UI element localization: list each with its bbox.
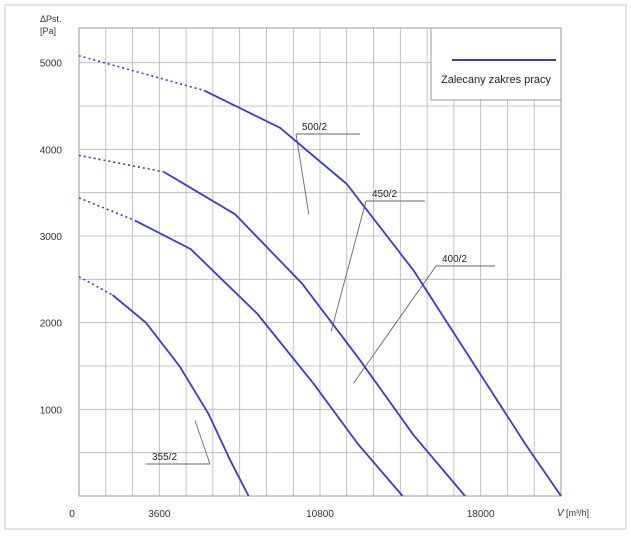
leader-line (194, 420, 211, 465)
x-tick-label: 10800 (306, 509, 334, 520)
series-lines (78, 54, 562, 497)
series-line-400-2 (134, 219, 404, 497)
y-axis-label: ΔPst. (40, 14, 62, 24)
grid (79, 28, 561, 496)
series-line-dashed-500-2 (78, 54, 205, 92)
series-line-500-2 (203, 89, 562, 497)
legend: Zalecany zakres pracy (430, 27, 562, 101)
leader-line (330, 200, 367, 332)
legend-label: Zalecany zakres pracy (441, 74, 552, 86)
leader-line (295, 133, 310, 215)
series-label: 500/2 (302, 122, 327, 133)
x-axis-unit: [m³/h] (566, 508, 589, 518)
y-tick-label: 2000 (40, 319, 63, 330)
series-line-450-2 (163, 171, 466, 497)
y-tick-label: 3000 (40, 232, 63, 243)
x-axis-label: V (557, 508, 565, 519)
series-label: 355/2 (152, 452, 177, 463)
x-tick-label: 3600 (148, 509, 171, 520)
y-tick-label: 1000 (40, 405, 63, 416)
tick-labels: 1000 2000 3000 4000 5000 0 3600 10800 18000 (40, 59, 495, 520)
legend-box (430, 27, 562, 101)
series-label: 400/2 (442, 254, 467, 265)
series-line-dashed-400-2 (78, 197, 136, 222)
series-label: 450/2 (372, 189, 397, 200)
y-tick-label: 4000 (40, 145, 63, 156)
series-line-355-2 (111, 294, 250, 497)
y-axis-unit: [Pa] (40, 26, 56, 36)
x-tick-label: 0 (69, 509, 75, 520)
x-tick-label: 18000 (467, 509, 495, 520)
series-line-dashed-450-2 (78, 154, 164, 173)
y-tick-label: 5000 (40, 59, 63, 70)
series-line-dashed-355-2 (78, 276, 113, 296)
data-labels: 500/2 450/2 400/2 355/2 (152, 122, 467, 463)
leader-lines (146, 133, 495, 465)
